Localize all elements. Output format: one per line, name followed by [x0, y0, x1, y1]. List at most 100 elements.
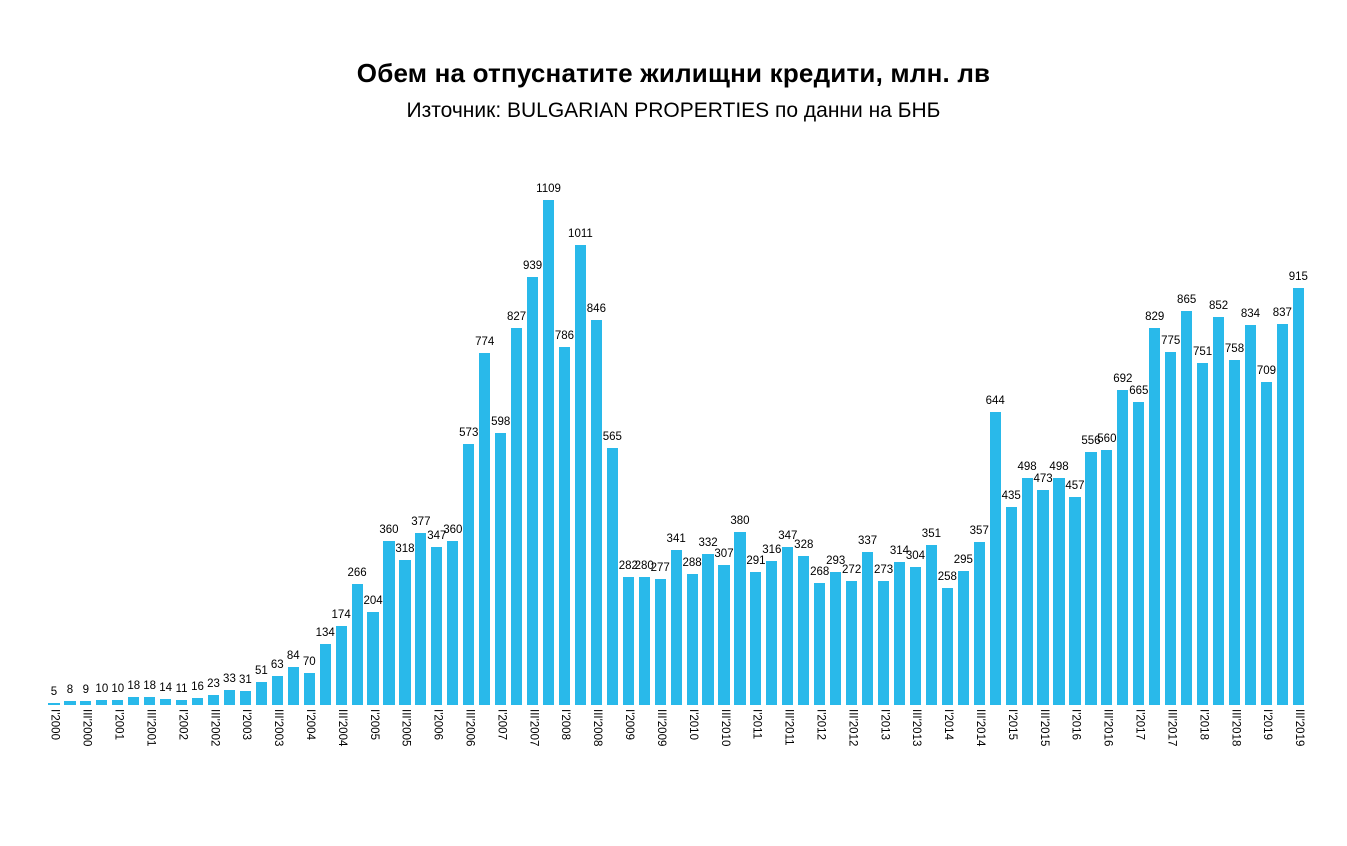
x-tick-empty-slot — [477, 709, 493, 794]
bar-value-label: 295 — [953, 554, 973, 567]
x-tick-empty-slot — [349, 709, 365, 794]
x-tick-label: I'2014 — [942, 709, 955, 740]
x-tick-slot: III'2013 — [907, 709, 923, 794]
bar-column: 473 — [1033, 150, 1053, 705]
x-tick-empty-slot — [987, 709, 1003, 794]
x-tick-empty-slot — [636, 709, 652, 794]
bar — [877, 581, 890, 705]
x-tick-empty-slot — [860, 709, 876, 794]
bar-column: 51 — [253, 150, 269, 705]
bar-column: 316 — [762, 150, 781, 705]
x-tick-empty-slot — [285, 709, 301, 794]
bar-value-label: 291 — [746, 555, 766, 568]
bar-value-label: 665 — [1129, 385, 1149, 398]
bar-value-label: 9 — [82, 684, 90, 697]
x-tick-slot: I'2002 — [174, 709, 190, 794]
bar-value-label: 774 — [475, 336, 495, 349]
bar — [1117, 390, 1129, 705]
bar-value-label: 939 — [522, 260, 543, 273]
bar-value-label: 498 — [1017, 461, 1037, 474]
bar — [1276, 324, 1288, 705]
bar-value-label: 84 — [286, 650, 300, 663]
bar — [526, 277, 539, 705]
bar — [495, 433, 507, 705]
bar-value-label: 8 — [66, 684, 74, 697]
bar-column: 915 — [1288, 150, 1308, 705]
chart-title: Обем на отпуснатите жилищни кредити, млн… — [356, 58, 991, 88]
bar — [750, 572, 762, 705]
x-tick-label: III'2010 — [718, 709, 731, 747]
x-tick-slot: III'2018 — [1227, 709, 1243, 794]
bar-value-label: 380 — [730, 515, 750, 528]
x-tick-slot: III'2006 — [461, 709, 477, 794]
bar — [1053, 478, 1065, 705]
bar-value-label: 435 — [1001, 490, 1021, 503]
x-tick-empty-slot — [94, 709, 110, 794]
bar-value-label: 14 — [159, 682, 173, 695]
bar-column: 16 — [190, 150, 206, 705]
bar-column: 380 — [730, 150, 750, 705]
bar — [1085, 452, 1097, 705]
bar-column: 337 — [858, 150, 877, 705]
bar-value-label: 834 — [1240, 308, 1261, 321]
x-tick-empty-slot — [1211, 709, 1227, 794]
bar — [144, 697, 156, 705]
bar-value-label: 347 — [778, 530, 798, 543]
x-tick-label: III'2009 — [654, 709, 667, 747]
x-tick-label: I'2006 — [431, 709, 444, 740]
bar — [558, 347, 571, 705]
bar-column: 288 — [683, 150, 702, 705]
bar-column: 307 — [714, 150, 734, 705]
x-tick-label: III'2007 — [527, 709, 540, 747]
bar — [431, 547, 443, 705]
x-tick-slot: I'2012 — [812, 709, 828, 794]
bar-value-label: 174 — [331, 609, 351, 622]
bar — [176, 700, 188, 705]
x-tick-empty-slot — [1147, 709, 1163, 794]
x-tick-label: III'2006 — [463, 709, 476, 747]
bar-value-label: 915 — [1288, 271, 1308, 284]
bar — [718, 565, 730, 705]
x-tick-empty-slot — [221, 709, 237, 794]
bar — [351, 584, 363, 705]
x-tick-slot: III'2014 — [971, 709, 987, 794]
x-tick-empty-slot — [1051, 709, 1067, 794]
bar-value-label: 852 — [1208, 300, 1229, 313]
bar-column: 865 — [1177, 150, 1196, 705]
bar — [973, 542, 985, 705]
bar — [335, 626, 347, 705]
x-tick-empty-slot — [381, 709, 397, 794]
bar — [48, 703, 60, 705]
x-tick-slot: I'2001 — [110, 709, 126, 794]
bar-column: 341 — [667, 150, 686, 705]
x-tick-slot: III'2010 — [716, 709, 732, 794]
bar-column: 291 — [746, 150, 766, 705]
bar-column: 258 — [938, 150, 957, 705]
bar-value-label: 272 — [842, 564, 862, 577]
bar-value-label: 10 — [95, 683, 109, 696]
bar-column: 10 — [110, 150, 126, 705]
x-tick-empty-slot — [796, 709, 812, 794]
bar-column: 9 — [78, 150, 94, 705]
bar — [511, 328, 523, 705]
x-tick-empty-slot — [509, 709, 525, 794]
bar — [702, 554, 714, 705]
bar-column: 31 — [237, 150, 253, 705]
bar-value-label: 332 — [698, 537, 718, 550]
bar — [447, 541, 459, 705]
bar — [96, 700, 108, 705]
bar — [1292, 288, 1304, 705]
bar-value-label: 5 — [50, 686, 58, 699]
bar-value-label: 560 — [1097, 433, 1117, 446]
x-tick-label: I'2010 — [686, 709, 699, 740]
bar-value-label: 644 — [985, 395, 1005, 408]
bar-column: 435 — [1001, 150, 1021, 705]
bar-column: 565 — [603, 150, 622, 705]
bar-column: 11 — [174, 150, 190, 705]
x-tick-slot: I'2006 — [429, 709, 445, 794]
bar-value-label: 277 — [650, 562, 670, 575]
bar — [128, 697, 140, 705]
x-tick-label: I'2005 — [367, 709, 380, 740]
x-tick-slot: I'2007 — [493, 709, 509, 794]
